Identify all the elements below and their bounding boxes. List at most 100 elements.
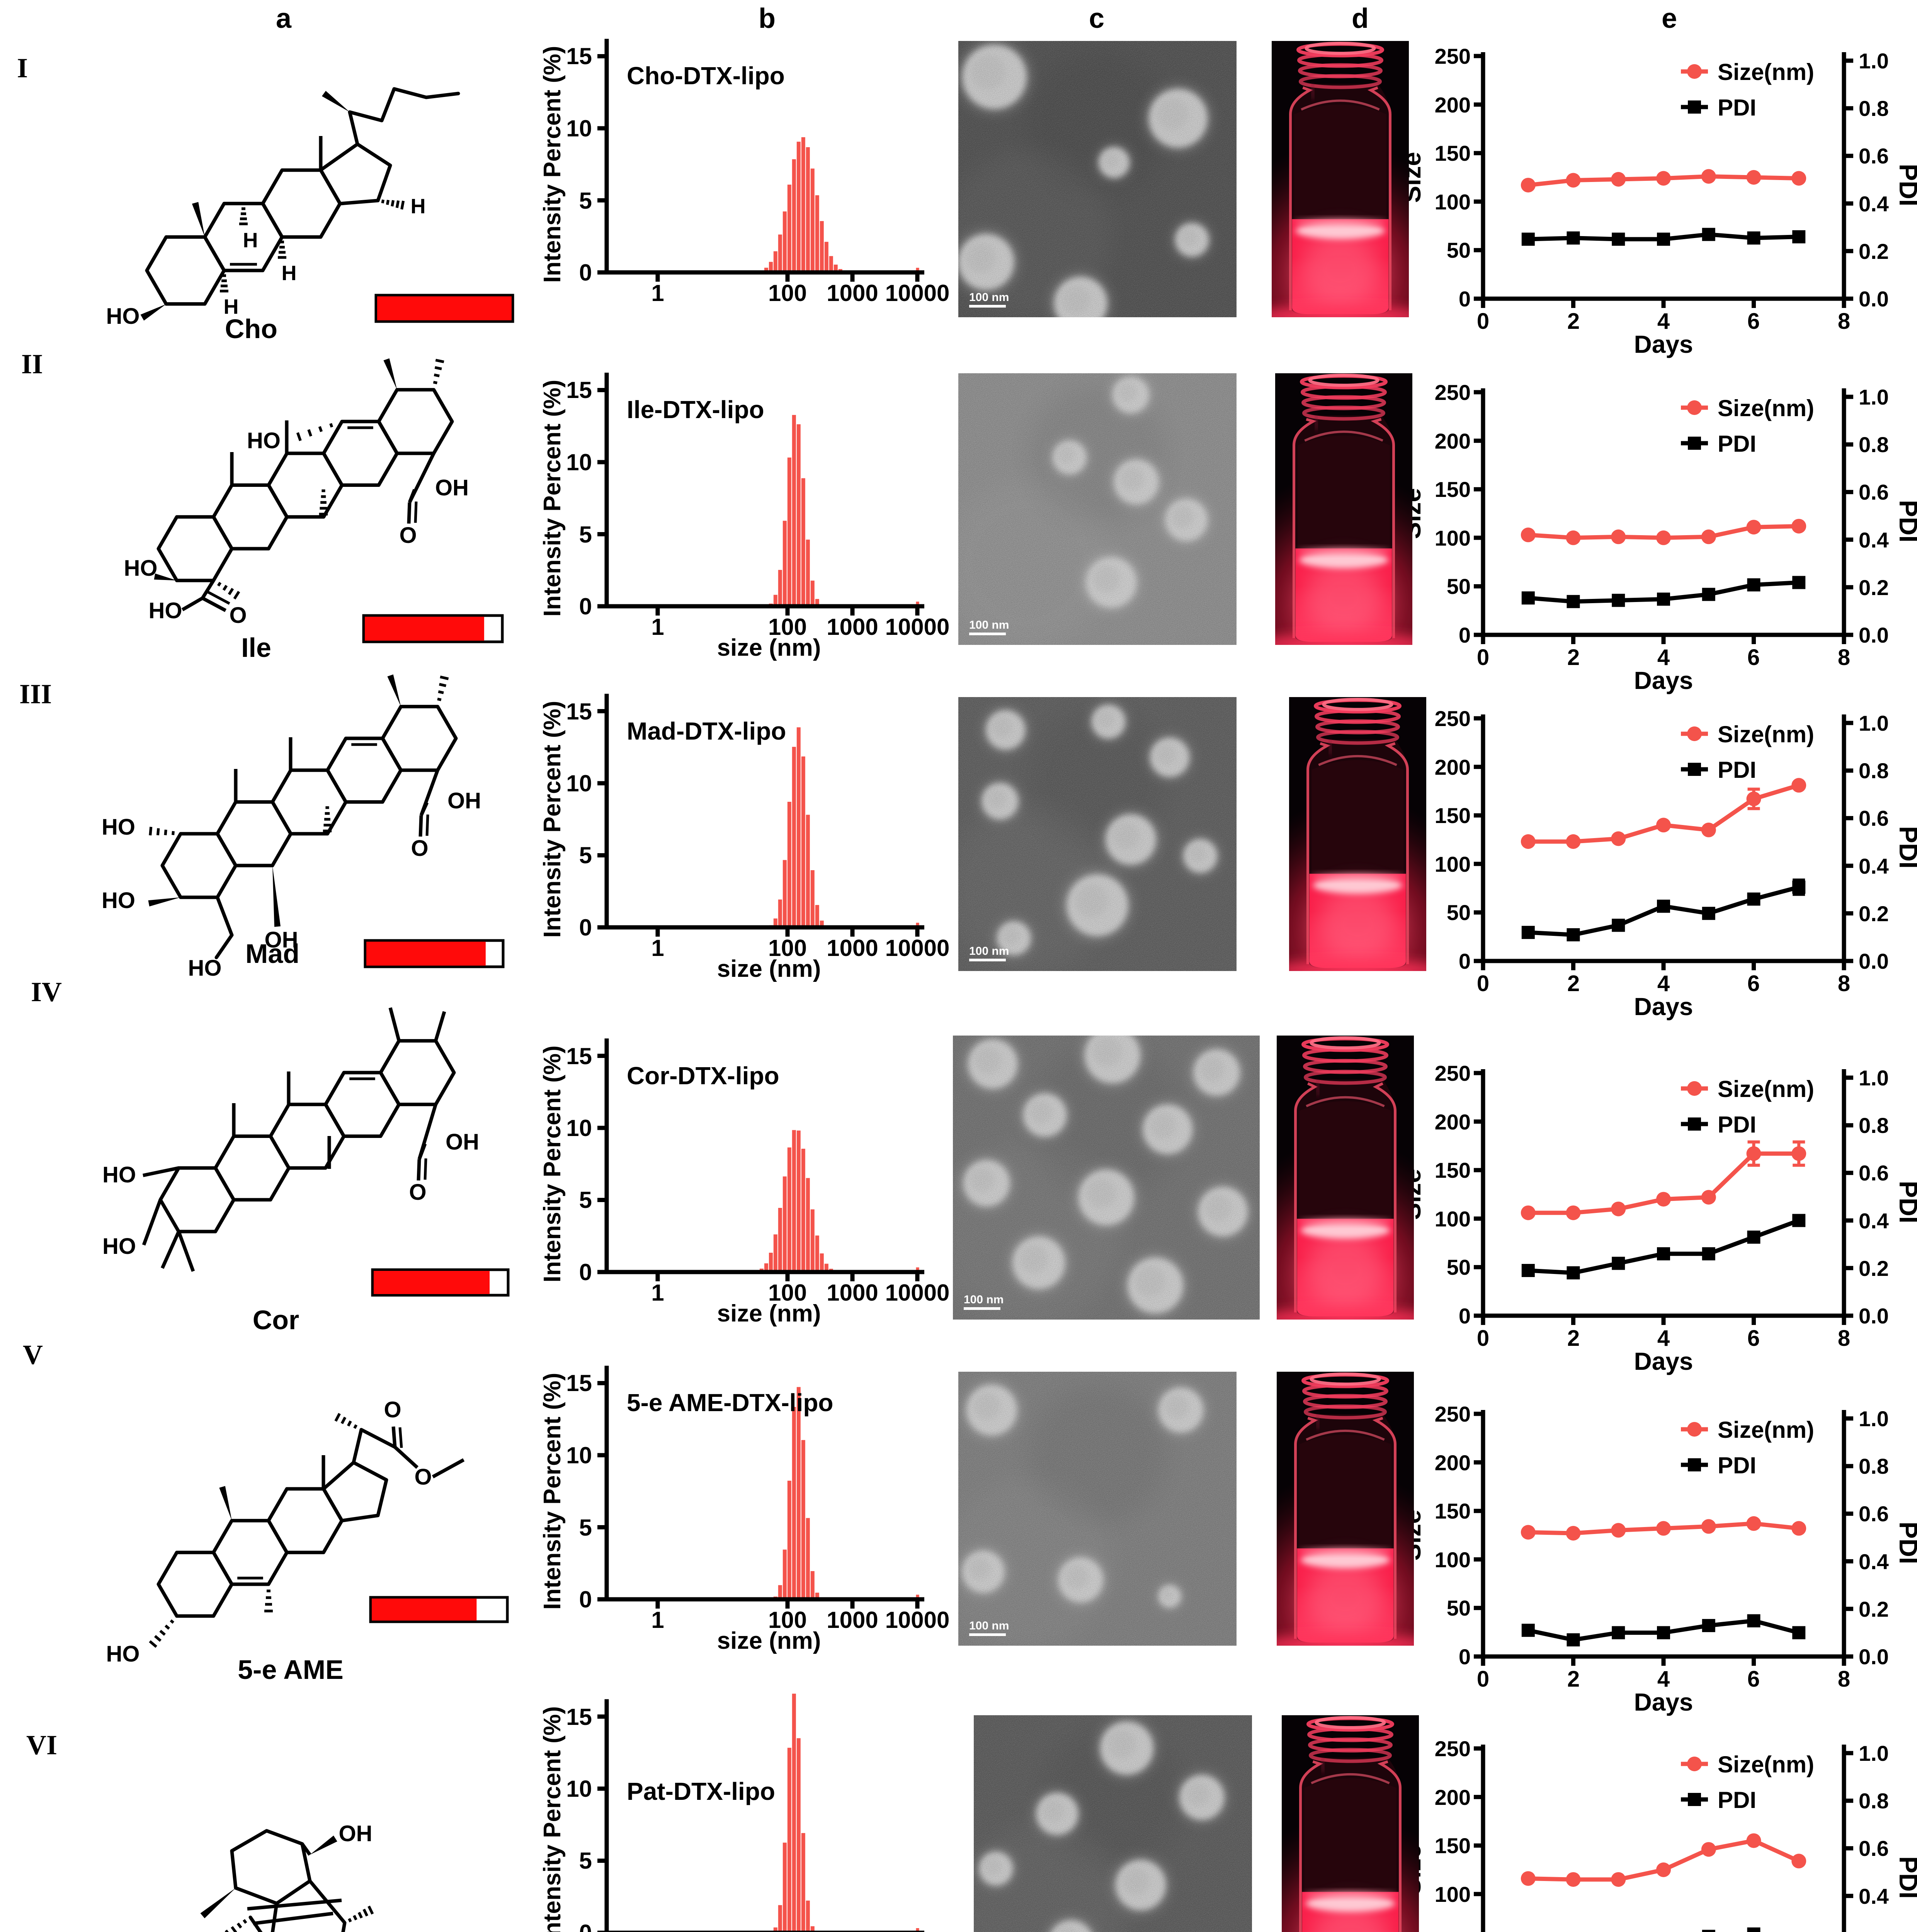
svg-text:4: 4 — [1657, 309, 1670, 334]
svg-text:10: 10 — [566, 1776, 592, 1802]
svg-text:0: 0 — [1477, 309, 1489, 334]
svg-text:100: 100 — [1435, 1548, 1471, 1572]
svg-text:Pat-DTX-lipo: Pat-DTX-lipo — [627, 1777, 775, 1805]
svg-text:1000: 1000 — [827, 935, 878, 961]
svg-text:Cor-DTX-lipo: Cor-DTX-lipo — [627, 1062, 779, 1090]
svg-text:250: 250 — [1435, 1402, 1471, 1426]
svg-text:0.6: 0.6 — [1859, 1836, 1889, 1861]
svg-text:8: 8 — [1838, 309, 1850, 334]
svg-text:Days: Days — [1634, 1347, 1693, 1375]
svg-text:100: 100 — [768, 614, 807, 640]
svg-text:5: 5 — [579, 188, 592, 214]
svg-text:OH: OH — [265, 927, 298, 952]
svg-text:1.0: 1.0 — [1859, 49, 1889, 73]
svg-text:150: 150 — [1435, 803, 1471, 828]
svg-text:O: O — [409, 1180, 426, 1205]
svg-text:0: 0 — [579, 1920, 592, 1932]
svg-text:H: H — [224, 295, 239, 318]
svg-text:4: 4 — [1657, 971, 1670, 996]
svg-text:HO: HO — [247, 428, 281, 453]
svg-text:Days: Days — [1634, 667, 1693, 694]
svg-text:10: 10 — [566, 770, 592, 796]
svg-text:d: d — [1352, 3, 1369, 34]
svg-text:PDI: PDI — [1894, 1522, 1917, 1564]
svg-text:Ile: Ile — [241, 633, 271, 663]
svg-text:50: 50 — [1447, 1255, 1471, 1279]
svg-text:0.4: 0.4 — [1859, 528, 1889, 552]
svg-text:size (nm): size (nm) — [717, 956, 821, 982]
svg-text:0.2: 0.2 — [1859, 901, 1889, 926]
svg-text:6: 6 — [1747, 309, 1760, 334]
svg-text:250: 250 — [1435, 1061, 1471, 1085]
svg-text:II: II — [21, 349, 43, 379]
svg-text:1: 1 — [651, 280, 664, 306]
svg-text:PDI: PDI — [1718, 1452, 1756, 1478]
svg-text:0: 0 — [1477, 971, 1489, 996]
svg-text:5-e AME: 5-e AME — [238, 1655, 344, 1685]
svg-text:200: 200 — [1435, 429, 1471, 453]
svg-text:Size(nm): Size(nm) — [1718, 395, 1814, 421]
svg-text:1000: 1000 — [827, 280, 878, 306]
svg-text:Days: Days — [1634, 330, 1693, 358]
svg-text:0: 0 — [1459, 1645, 1471, 1669]
svg-text:1.0: 1.0 — [1859, 711, 1889, 735]
svg-text:100: 100 — [768, 935, 807, 961]
svg-text:Mad: Mad — [245, 939, 299, 969]
svg-text:Size(nm): Size(nm) — [1718, 721, 1814, 747]
svg-text:150: 150 — [1435, 1158, 1471, 1182]
svg-text:5: 5 — [579, 1515, 592, 1541]
svg-text:15: 15 — [566, 1043, 592, 1069]
svg-text:HO: HO — [102, 1162, 136, 1187]
svg-text:5-e AME-DTX-lipo: 5-e AME-DTX-lipo — [627, 1389, 833, 1417]
svg-text:250: 250 — [1435, 706, 1471, 731]
svg-text:15: 15 — [566, 1370, 592, 1396]
svg-text:5: 5 — [579, 842, 592, 868]
svg-text:0.6: 0.6 — [1859, 1502, 1889, 1526]
svg-text:1.0: 1.0 — [1859, 1741, 1889, 1765]
svg-text:100: 100 — [1435, 526, 1471, 550]
svg-text:0: 0 — [1477, 1326, 1489, 1351]
svg-text:250: 250 — [1435, 44, 1471, 68]
svg-text:0.0: 0.0 — [1859, 949, 1889, 973]
svg-text:0.4: 0.4 — [1859, 1549, 1889, 1574]
svg-text:size (nm): size (nm) — [717, 1628, 821, 1654]
svg-text:HO: HO — [106, 304, 140, 329]
svg-text:0.2: 0.2 — [1859, 575, 1889, 600]
svg-text:0.8: 0.8 — [1859, 1113, 1889, 1138]
svg-text:PDI: PDI — [1894, 1181, 1917, 1223]
svg-text:1.0: 1.0 — [1859, 1406, 1889, 1431]
svg-text:b: b — [759, 3, 776, 34]
svg-text:5: 5 — [579, 522, 592, 548]
svg-text:0.6: 0.6 — [1859, 480, 1889, 504]
svg-text:HO: HO — [106, 1641, 140, 1667]
svg-text:10000: 10000 — [885, 1280, 950, 1306]
svg-text:H: H — [243, 229, 258, 252]
svg-text:0.4: 0.4 — [1859, 854, 1889, 878]
svg-text:PDI: PDI — [1718, 757, 1756, 783]
svg-text:100 nm: 100 nm — [969, 1619, 1009, 1632]
svg-text:2: 2 — [1567, 1667, 1580, 1692]
svg-text:10000: 10000 — [885, 280, 950, 306]
svg-text:PDI: PDI — [1718, 1787, 1756, 1813]
svg-text:200: 200 — [1435, 1110, 1471, 1134]
svg-text:200: 200 — [1435, 1451, 1471, 1475]
svg-text:100: 100 — [1435, 1207, 1471, 1231]
svg-text:0.4: 0.4 — [1859, 1209, 1889, 1233]
svg-text:0: 0 — [579, 260, 592, 286]
svg-text:0: 0 — [1459, 623, 1471, 647]
svg-text:10: 10 — [566, 1442, 592, 1468]
svg-text:0: 0 — [579, 1587, 592, 1612]
svg-text:8: 8 — [1838, 645, 1850, 670]
svg-text:10000: 10000 — [885, 935, 950, 961]
svg-text:O: O — [399, 523, 417, 548]
svg-text:1.0: 1.0 — [1859, 385, 1889, 409]
svg-text:10: 10 — [566, 1115, 592, 1141]
svg-text:6: 6 — [1747, 645, 1760, 670]
svg-text:10000: 10000 — [885, 614, 950, 640]
svg-text:HO: HO — [124, 556, 158, 581]
svg-text:PDI: PDI — [1894, 164, 1917, 206]
svg-text:100 nm: 100 nm — [969, 945, 1009, 957]
svg-text:1.0: 1.0 — [1859, 1066, 1889, 1090]
svg-text:5: 5 — [579, 1187, 592, 1213]
svg-text:O: O — [411, 836, 428, 861]
